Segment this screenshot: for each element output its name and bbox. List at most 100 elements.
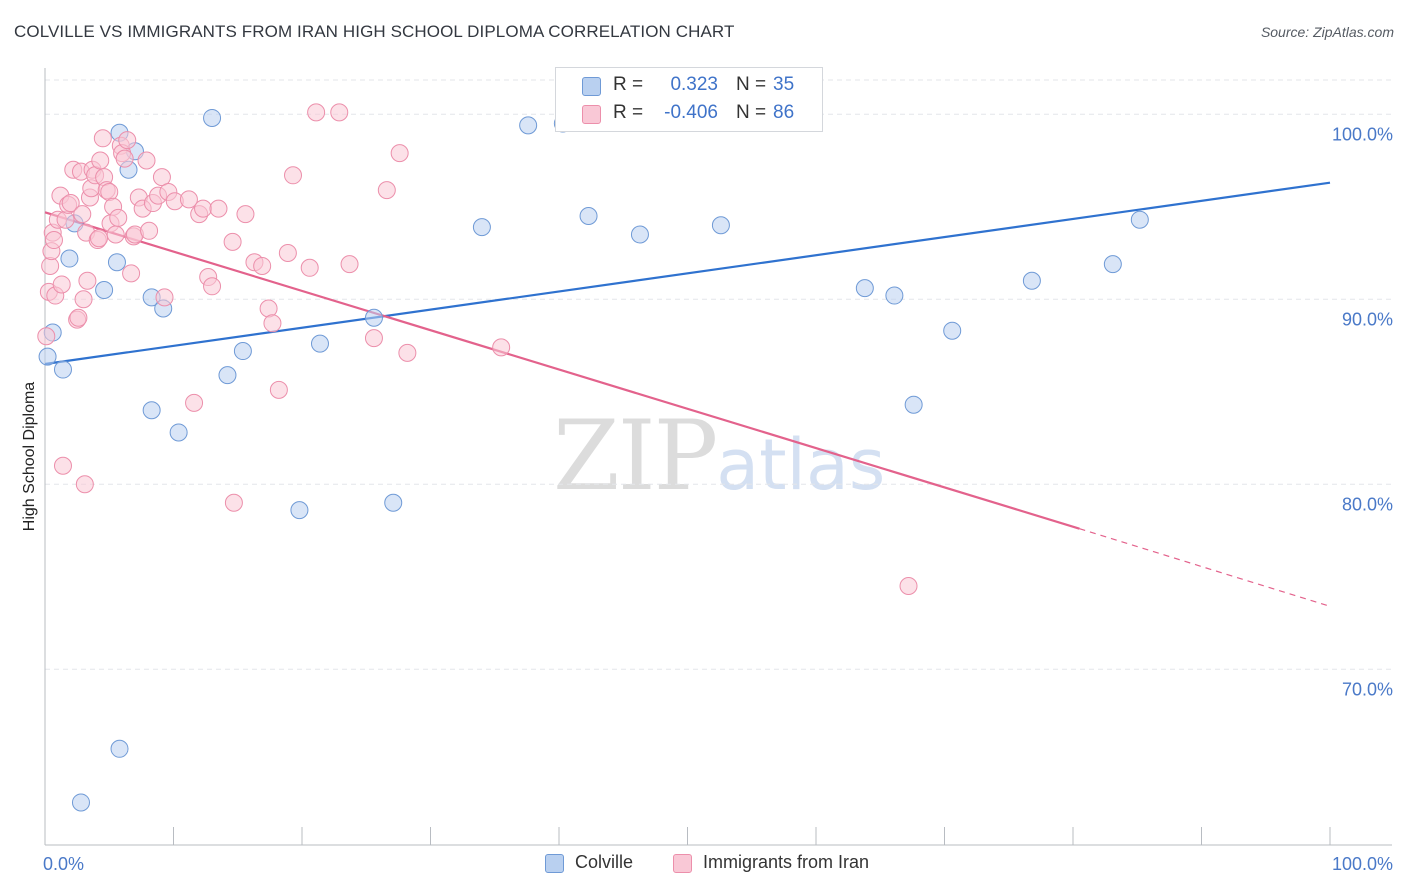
iran-point [390, 144, 409, 163]
iran-trend-line-extension [1079, 528, 1331, 607]
legend-n-value: 35 [773, 74, 795, 95]
colville-point [579, 207, 598, 225]
colville-point [203, 108, 222, 127]
watermark-atlas: atlas [716, 424, 886, 506]
legend-n-value: 86 [773, 102, 795, 123]
colville-point [53, 360, 72, 379]
colville-point [71, 793, 90, 812]
colville-point [885, 286, 904, 305]
gridlines [45, 79, 1392, 670]
iran-point [223, 232, 242, 251]
iran-point [377, 181, 396, 200]
legend-n-label: N = [736, 74, 767, 95]
axis-labels: 70.0% 80.0% 90.0% 100.0% 0.0% 100.0% High Scho… [21, 124, 1393, 874]
y-tick-label: 80.0% [1342, 494, 1393, 514]
legend-r-value: -0.406 [664, 102, 718, 123]
legend-row-colville: R = 0.323 N = 35 [556, 72, 822, 100]
colville-point [310, 334, 329, 353]
iran-point [278, 244, 297, 262]
iran-point [137, 151, 156, 170]
colville-swatch [582, 77, 601, 96]
iran-point [185, 393, 204, 412]
legend-label-colville: Colville [575, 852, 634, 872]
iran-point [74, 290, 93, 309]
iran-point [259, 299, 278, 318]
legend-r-value: 0.323 [670, 74, 718, 95]
iran-point [263, 314, 282, 333]
iran-swatch [582, 105, 601, 124]
colville-trend-line [44, 181, 1331, 366]
iran-point [115, 149, 134, 168]
iran-point [899, 577, 918, 595]
axes [44, 68, 1392, 846]
iran-point [78, 271, 97, 290]
iran-point [109, 208, 128, 227]
iran-point [122, 264, 141, 283]
iran-point [93, 129, 112, 148]
colville-point [364, 308, 383, 327]
iran-point [364, 329, 383, 348]
colville-point [384, 493, 403, 512]
source-label: Source: ZipAtlas.com [1260, 24, 1394, 40]
iran-point [330, 103, 349, 122]
iran-point [236, 205, 255, 224]
correlation-legend: R = 0.323 N = 35 R = -0.406 N = 86 [555, 67, 823, 132]
iran-point [155, 288, 174, 307]
y-tick-label: 100.0% [1332, 124, 1393, 144]
watermark-zip: ZIP [553, 400, 718, 512]
x-tick-label: 100.0% [1332, 854, 1393, 874]
colville-point [95, 281, 114, 299]
iran-point [284, 166, 303, 185]
iran-point [300, 258, 319, 277]
iran-point [307, 103, 326, 122]
colville-swatch [545, 854, 564, 873]
colville-point [38, 347, 57, 366]
iran-point [398, 343, 417, 362]
legend-row-iran: R = -0.406 N = 86 [556, 100, 822, 128]
iran-point [100, 182, 119, 201]
iran-point [91, 151, 110, 170]
iran-point [89, 229, 108, 248]
iran-point [194, 199, 213, 218]
legend-r-label: R = [613, 74, 644, 95]
iran-point [253, 256, 272, 275]
data-points [37, 103, 1149, 812]
colville-point [630, 225, 649, 244]
colville-point [60, 249, 79, 268]
colville-point [855, 279, 874, 298]
colville-point [110, 739, 129, 758]
iran-point [340, 255, 359, 274]
colville-point [218, 366, 237, 385]
colville-point [904, 395, 923, 414]
iran-point [224, 493, 243, 512]
iran-point [106, 225, 125, 244]
iran-point [37, 327, 56, 346]
colville-point [1103, 255, 1122, 274]
iran-swatch [673, 854, 692, 873]
iran-point [492, 338, 511, 357]
iran-point [53, 456, 72, 475]
iran-point [56, 210, 75, 229]
iran-point [140, 221, 159, 240]
iran-point [44, 231, 63, 250]
colville-point [107, 253, 126, 272]
colville-point [1022, 271, 1041, 290]
colville-point [142, 401, 161, 420]
iran-point [73, 205, 92, 224]
trend-lines [44, 181, 1331, 607]
colville-point [711, 216, 730, 235]
iran-point [61, 194, 80, 213]
x-tick-label: 0.0% [43, 854, 84, 874]
colville-point [1130, 210, 1149, 229]
chart-title: COLVILLE VS IMMIGRANTS FROM IRAN HIGH SC… [14, 22, 735, 41]
colville-point [472, 218, 491, 237]
legend-n-label: N = [736, 102, 767, 123]
colville-point [943, 321, 962, 340]
iran-point [269, 380, 288, 399]
iran-point [203, 277, 222, 296]
watermark: ZIPatlas [553, 400, 885, 512]
iran-point [179, 190, 198, 209]
y-tick-label: 90.0% [1342, 309, 1393, 329]
iran-point [69, 308, 88, 327]
